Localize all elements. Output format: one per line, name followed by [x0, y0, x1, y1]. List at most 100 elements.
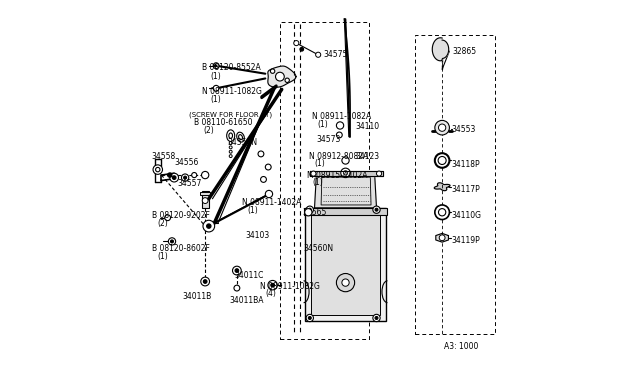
- Text: N 08912-8082A: N 08912-8082A: [309, 152, 368, 161]
- Circle shape: [170, 173, 179, 182]
- Circle shape: [308, 208, 311, 211]
- Text: (4): (4): [266, 289, 276, 298]
- Circle shape: [342, 279, 349, 286]
- Circle shape: [184, 176, 187, 179]
- Text: B 08120-9202F: B 08120-9202F: [152, 211, 209, 220]
- Circle shape: [202, 171, 209, 179]
- Circle shape: [375, 208, 378, 211]
- Text: (2): (2): [158, 219, 168, 228]
- Circle shape: [164, 215, 170, 221]
- Circle shape: [276, 72, 284, 81]
- Text: (1): (1): [211, 95, 221, 104]
- Circle shape: [343, 171, 348, 175]
- Text: N 08911-1082G: N 08911-1082G: [202, 87, 261, 96]
- Circle shape: [229, 141, 232, 144]
- Circle shape: [337, 273, 355, 292]
- Circle shape: [435, 205, 449, 219]
- Text: 34119P: 34119P: [451, 236, 480, 245]
- Text: 34118P: 34118P: [451, 160, 480, 169]
- Text: 34110: 34110: [356, 122, 380, 131]
- Text: M 08915-4402A: M 08915-4402A: [307, 171, 368, 180]
- Text: B 08120-8602F: B 08120-8602F: [152, 244, 209, 253]
- Circle shape: [311, 171, 316, 176]
- Circle shape: [439, 235, 445, 241]
- Circle shape: [337, 132, 342, 138]
- Polygon shape: [435, 183, 450, 191]
- Circle shape: [168, 173, 172, 177]
- Circle shape: [266, 164, 271, 170]
- Circle shape: [172, 176, 176, 179]
- Text: 34556: 34556: [174, 158, 198, 167]
- Text: 34011C: 34011C: [234, 271, 264, 280]
- Text: N 08911-1402A: N 08911-1402A: [242, 198, 301, 207]
- Circle shape: [258, 151, 264, 157]
- Circle shape: [376, 171, 381, 176]
- Circle shape: [438, 209, 446, 216]
- Circle shape: [214, 65, 216, 67]
- Circle shape: [435, 153, 449, 168]
- Circle shape: [229, 150, 232, 153]
- Text: N 08911-1082A: N 08911-1082A: [312, 112, 371, 121]
- Text: 34110G: 34110G: [451, 211, 481, 219]
- Polygon shape: [432, 38, 449, 61]
- Text: (1): (1): [313, 178, 323, 187]
- Text: 34550N: 34550N: [227, 138, 257, 147]
- Bar: [305, 208, 386, 321]
- Circle shape: [306, 314, 314, 322]
- Text: 34011BA: 34011BA: [230, 296, 264, 305]
- Circle shape: [229, 146, 232, 149]
- Text: 34117P: 34117P: [451, 185, 480, 194]
- Bar: [280, 22, 369, 339]
- Circle shape: [271, 283, 275, 287]
- Circle shape: [201, 277, 209, 286]
- Circle shape: [373, 314, 380, 322]
- Text: 34123: 34123: [355, 153, 379, 161]
- Circle shape: [300, 48, 303, 51]
- Circle shape: [202, 198, 208, 203]
- Circle shape: [156, 167, 160, 172]
- Text: 34560N: 34560N: [303, 244, 333, 253]
- Circle shape: [438, 157, 446, 164]
- Circle shape: [191, 173, 196, 177]
- Polygon shape: [314, 175, 376, 208]
- Circle shape: [438, 124, 446, 131]
- Polygon shape: [310, 171, 383, 176]
- Bar: [202, 192, 209, 208]
- Text: 34575: 34575: [324, 50, 348, 59]
- Polygon shape: [268, 66, 296, 87]
- Circle shape: [271, 69, 275, 73]
- Circle shape: [375, 317, 378, 320]
- Circle shape: [337, 122, 344, 129]
- Text: (1): (1): [317, 120, 328, 129]
- Text: (1): (1): [158, 252, 168, 261]
- Circle shape: [213, 86, 219, 91]
- Circle shape: [213, 63, 219, 68]
- Text: 34103: 34103: [245, 231, 269, 240]
- Circle shape: [203, 220, 214, 232]
- Circle shape: [170, 240, 173, 243]
- Text: 34573: 34573: [316, 135, 340, 144]
- Bar: [200, 192, 210, 195]
- Circle shape: [435, 121, 449, 135]
- Circle shape: [294, 41, 299, 46]
- Circle shape: [234, 285, 240, 291]
- Text: (1): (1): [247, 206, 258, 215]
- Text: (SCREW FOR FLOOR AT): (SCREW FOR FLOOR AT): [189, 112, 272, 118]
- Circle shape: [340, 168, 350, 177]
- Text: (2): (2): [204, 126, 214, 135]
- Text: 34011B: 34011B: [182, 292, 212, 301]
- Circle shape: [260, 177, 266, 182]
- Circle shape: [305, 209, 312, 216]
- Circle shape: [168, 238, 175, 245]
- Text: 34557: 34557: [178, 179, 202, 187]
- Bar: [303, 208, 387, 215]
- Bar: [311, 214, 380, 315]
- Text: B 08110-61650: B 08110-61650: [194, 118, 253, 128]
- Circle shape: [182, 174, 189, 181]
- Circle shape: [266, 190, 273, 198]
- Circle shape: [285, 78, 289, 83]
- Text: B 08120-8552A: B 08120-8552A: [202, 63, 260, 72]
- Circle shape: [229, 155, 232, 158]
- Circle shape: [235, 269, 239, 272]
- Circle shape: [373, 206, 380, 214]
